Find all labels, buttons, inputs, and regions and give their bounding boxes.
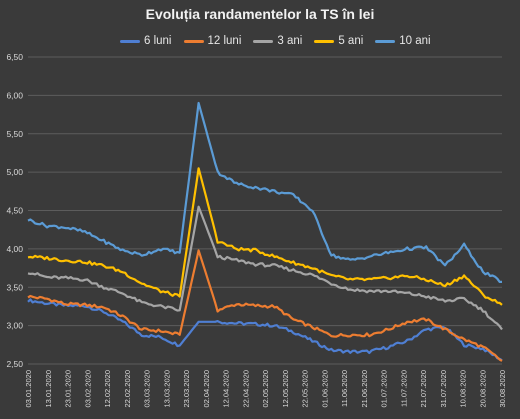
legend-item: 3 ani <box>253 35 302 47</box>
legend-item: 12 luni <box>183 35 242 47</box>
y-tick-label: 3,50 <box>6 282 23 292</box>
legend-swatch <box>120 39 140 43</box>
x-tick-label: 12.05.2020 <box>281 370 290 408</box>
legend-label: 3 ani <box>277 35 303 47</box>
x-tick-label: 11.06.2020 <box>340 370 349 407</box>
x-tick-label: 13.01.2020 <box>44 370 53 408</box>
x-tick-label: 23.01.2020 <box>64 370 73 408</box>
y-tick-label: 2,50 <box>6 359 23 369</box>
chart-title: Evoluția randamentelor la TS în lei <box>145 6 375 22</box>
x-tick-label: 11.07.2020 <box>399 370 408 407</box>
y-tick-label: 6,00 <box>6 90 23 100</box>
legend-swatch <box>183 39 204 43</box>
legend-label: 12 luni <box>207 35 242 47</box>
series-line <box>27 205 503 331</box>
y-tick-label: 6,50 <box>6 52 23 62</box>
x-tick-label: 10.08.2020 <box>459 370 468 408</box>
legend-swatch <box>314 39 335 43</box>
x-tick-label: 30.08.2020 <box>498 370 507 408</box>
series-line <box>27 249 503 362</box>
x-tick-label: 23.03.2020 <box>182 370 191 408</box>
legend-label: 5 ani <box>338 35 364 47</box>
x-tick-label: 22.04.2020 <box>241 370 250 408</box>
legend-item: 5 ani <box>314 35 363 47</box>
x-tick-label: 13.03.2020 <box>162 370 171 408</box>
y-tick-label: 4,50 <box>6 206 23 216</box>
series-line <box>27 298 503 362</box>
x-tick-label: 03.01.2020 <box>24 370 33 408</box>
x-tick-label: 12.02.2020 <box>103 370 112 408</box>
y-tick-label: 3,00 <box>6 321 23 331</box>
x-tick-label: 02.04.2020 <box>202 370 211 408</box>
x-tick-label: 31.07.2020 <box>439 370 448 408</box>
legend-swatch <box>375 39 396 43</box>
legend-swatch <box>253 39 274 43</box>
legend-item: 6 luni <box>120 35 172 47</box>
x-tick-label: 21.07.2020 <box>419 370 428 408</box>
legend-item: 10 ani <box>375 35 431 47</box>
x-tick-label: 03.02.2020 <box>83 370 92 408</box>
y-tick-label: 4,00 <box>6 244 23 254</box>
x-tick-label: 20.08.2020 <box>478 370 487 408</box>
legend: 6 luni 12 luni 3 ani 5 ani 10 ani <box>120 35 431 47</box>
series-line <box>27 167 503 306</box>
x-tick-label: 21.06.2020 <box>360 370 369 408</box>
y-tick-label: 5,00 <box>6 167 23 177</box>
x-tick-label: 22.02.2020 <box>123 370 132 408</box>
legend-label: 10 ani <box>399 35 431 47</box>
x-tick-label: 22.05.2020 <box>301 370 310 408</box>
y-tick-label: 5,50 <box>6 129 23 139</box>
legend-label: 6 luni <box>144 35 172 47</box>
x-tick-label: 03.03.2020 <box>143 370 152 408</box>
x-tick-label: 02.05.2020 <box>261 370 270 408</box>
x-tick-label: 01.07.2020 <box>380 370 389 408</box>
x-tick-label: 12.04.2020 <box>222 370 231 408</box>
x-tick-label: 01.06.2020 <box>320 370 329 408</box>
series-line <box>27 101 502 283</box>
